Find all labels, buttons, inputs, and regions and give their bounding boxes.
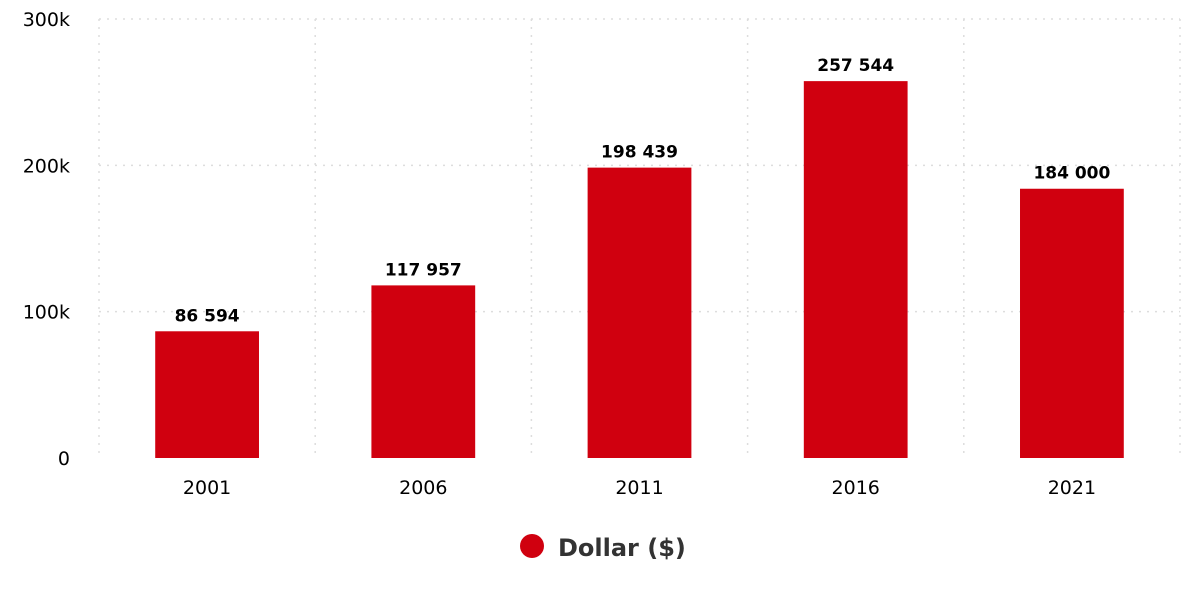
y-tick-label-100k: 100k [23,302,70,324]
bar-value-label-2021: 184 000 [1033,164,1110,184]
legend-label-dollar[interactable]: Dollar ($) [558,534,686,562]
bar-value-label-2001: 86 594 [175,306,240,326]
bar-value-label-2016: 257 544 [817,56,894,76]
y-axis: 0 100k 200k 300k [23,9,70,470]
bar-2011[interactable] [587,167,692,458]
x-tick-label-2016: 2016 [832,477,880,499]
legend-marker-dollar[interactable] [520,534,544,558]
bar-2006[interactable] [371,285,476,458]
bar-2021[interactable] [1020,188,1124,458]
data-labels-layer: 86 594 117 957 198 439 257 544 184 000 [175,56,1111,326]
y-tick-label-300k: 300k [23,9,70,31]
bar-value-label-2011: 198 439 [601,143,678,163]
bar-2001[interactable] [155,331,259,458]
bar-value-label-2006: 117 957 [385,260,462,280]
grid-layer [98,18,1181,454]
x-tick-label-2001: 2001 [183,477,231,499]
x-tick-label-2006: 2006 [399,477,447,499]
legend[interactable]: Dollar ($) [520,534,686,562]
x-tick-label-2021: 2021 [1048,477,1096,499]
y-tick-label-200k: 200k [23,155,70,177]
x-tick-label-2011: 2011 [615,477,663,499]
x-axis: 2001 2006 2011 2016 2021 [183,477,1096,499]
y-tick-label-0: 0 [58,448,70,470]
bar-2016[interactable] [803,81,908,458]
bars-layer [155,81,1124,458]
